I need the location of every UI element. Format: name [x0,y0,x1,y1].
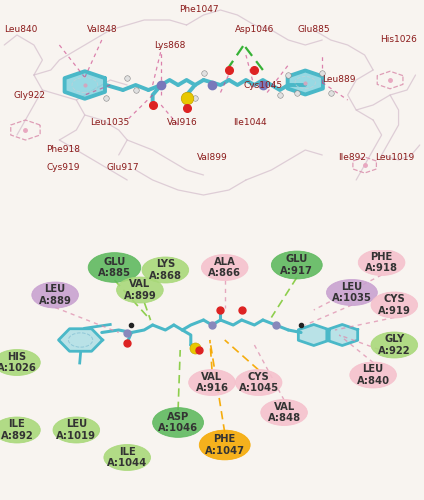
Polygon shape [64,71,105,99]
Ellipse shape [142,257,189,283]
Polygon shape [287,70,323,94]
Ellipse shape [199,430,250,460]
Polygon shape [327,324,358,345]
Text: Leu889: Leu889 [322,76,356,84]
Text: Phe918: Phe918 [47,146,81,154]
Text: Gly922: Gly922 [14,90,46,100]
Text: LEU
A:1035: LEU A:1035 [332,282,372,304]
Text: Leu1035: Leu1035 [91,118,130,127]
Polygon shape [59,328,103,351]
Text: ILE
A:1044: ILE A:1044 [107,446,147,468]
Text: Cys919: Cys919 [47,163,81,172]
Ellipse shape [235,370,282,396]
Text: GLY
A:922: GLY A:922 [378,334,410,356]
Text: Asp1046: Asp1046 [235,26,274,35]
Text: HIS
A:1026: HIS A:1026 [0,352,37,374]
Text: LEU
A:1019: LEU A:1019 [56,419,96,441]
Text: Ile1044: Ile1044 [233,118,267,127]
Ellipse shape [53,417,100,443]
Text: CYS
A:919: CYS A:919 [378,294,411,316]
Polygon shape [298,324,329,345]
Text: VAL
A:916: VAL A:916 [195,372,229,394]
Text: Val916: Val916 [167,118,198,127]
Ellipse shape [261,400,307,425]
Text: ILE
A:892: ILE A:892 [0,419,33,441]
Ellipse shape [326,280,377,305]
Text: LYS
A:868: LYS A:868 [149,259,182,281]
Ellipse shape [104,444,151,470]
Text: Phe1047: Phe1047 [179,6,219,15]
Text: Ile892: Ile892 [338,153,366,162]
Ellipse shape [371,332,418,358]
Text: LEU
A:840: LEU A:840 [357,364,390,386]
Text: PHE
A:918: PHE A:918 [365,252,398,274]
Text: Val848: Val848 [86,26,117,35]
Text: Val899: Val899 [197,153,227,162]
Ellipse shape [0,417,40,443]
Ellipse shape [189,370,235,396]
Text: His1026: His1026 [380,36,417,44]
Text: Leu1019: Leu1019 [375,153,414,162]
Text: PHE
A:1047: PHE A:1047 [205,434,245,456]
Text: Cys1045: Cys1045 [243,80,282,90]
Text: VAL
A:899: VAL A:899 [123,279,156,301]
Text: Glu917: Glu917 [107,163,139,172]
Ellipse shape [32,282,78,308]
Text: GLU
A:917: GLU A:917 [280,254,313,276]
Ellipse shape [88,252,141,282]
Text: CYS
A:1045: CYS A:1045 [239,372,279,394]
Text: Leu840: Leu840 [5,26,38,35]
Ellipse shape [0,350,40,376]
Text: GLU
A:885: GLU A:885 [98,256,131,278]
Ellipse shape [350,362,396,388]
Text: ASP
A:1046: ASP A:1046 [158,412,198,434]
Ellipse shape [271,251,322,279]
Text: Lys868: Lys868 [154,40,185,50]
Ellipse shape [117,277,163,303]
Text: VAL
A:848: VAL A:848 [268,402,301,423]
Text: Glu885: Glu885 [298,26,330,35]
Ellipse shape [358,250,405,276]
Ellipse shape [201,254,248,280]
Ellipse shape [371,292,418,318]
Text: LEU
A:889: LEU A:889 [39,284,72,306]
Ellipse shape [153,408,204,438]
Text: ALA
A:866: ALA A:866 [208,256,241,278]
